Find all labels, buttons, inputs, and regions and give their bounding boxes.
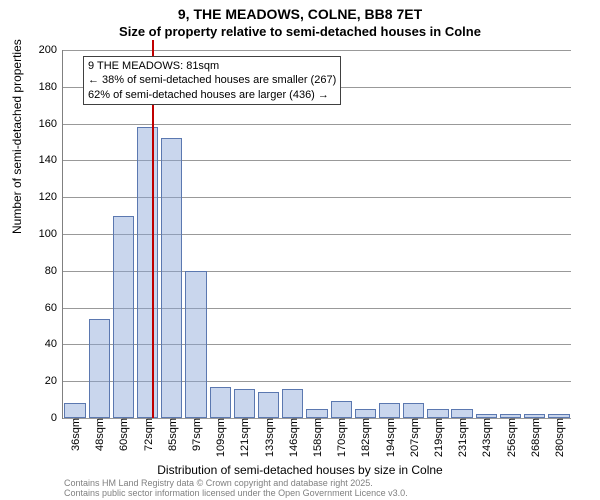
y-tick-label: 180	[39, 81, 63, 93]
x-tick-label: 85sqm	[165, 418, 179, 451]
y-tick-label: 80	[45, 265, 63, 277]
y-tick-label: 140	[39, 154, 63, 166]
x-tick-label: 231sqm	[455, 418, 469, 457]
bar	[403, 403, 424, 418]
gridline	[63, 50, 571, 51]
bar	[427, 409, 448, 418]
y-tick-label: 0	[51, 412, 63, 424]
chart-title-line1: 9, THE MEADOWS, COLNE, BB8 7ET	[0, 6, 600, 22]
x-tick-label: 72sqm	[141, 418, 155, 451]
x-tick-label: 121sqm	[237, 418, 251, 457]
y-tick-label: 100	[39, 228, 63, 240]
bar	[137, 127, 158, 418]
bar	[379, 403, 400, 418]
y-tick-label: 60	[45, 302, 63, 314]
x-axis-label: Distribution of semi-detached houses by …	[0, 463, 600, 477]
bar	[210, 387, 231, 418]
y-tick-label: 20	[45, 375, 63, 387]
bar	[306, 409, 327, 418]
x-tick-label: 97sqm	[189, 418, 203, 451]
x-tick-label: 182sqm	[358, 418, 372, 457]
chart-container: 9, THE MEADOWS, COLNE, BB8 7ET Size of p…	[0, 0, 600, 500]
x-tick-label: 133sqm	[262, 418, 276, 457]
bar	[451, 409, 472, 418]
x-tick-label: 36sqm	[68, 418, 82, 451]
bar	[89, 319, 110, 418]
x-tick-label: 243sqm	[479, 418, 493, 457]
x-tick-label: 219sqm	[431, 418, 445, 457]
annotation-line2: ← 38% of semi-detached houses are smalle…	[88, 73, 336, 87]
x-tick-label: 256sqm	[504, 418, 518, 457]
bar	[64, 403, 85, 418]
x-tick-label: 146sqm	[286, 418, 300, 457]
bar	[258, 392, 279, 418]
x-tick-label: 48sqm	[92, 418, 106, 451]
x-tick-label: 60sqm	[116, 418, 130, 451]
y-tick-label: 200	[39, 44, 63, 56]
y-tick-label: 160	[39, 118, 63, 130]
footer-line1: Contains HM Land Registry data © Crown c…	[64, 478, 408, 488]
annotation-line3: 62% of semi-detached houses are larger (…	[88, 88, 336, 102]
footer-line2: Contains public sector information licen…	[64, 488, 408, 498]
bar	[161, 138, 182, 418]
chart-title-line2: Size of property relative to semi-detach…	[0, 24, 600, 39]
x-tick-label: 170sqm	[334, 418, 348, 457]
annotation-box: 9 THE MEADOWS: 81sqm ← 38% of semi-detac…	[83, 56, 341, 105]
x-tick-label: 207sqm	[407, 418, 421, 457]
bar	[331, 401, 352, 418]
gridline	[63, 124, 571, 125]
bar	[355, 409, 376, 418]
chart-footer: Contains HM Land Registry data © Crown c…	[64, 478, 408, 499]
bar	[234, 389, 255, 418]
y-tick-label: 40	[45, 338, 63, 350]
annotation-line1: 9 THE MEADOWS: 81sqm	[88, 59, 336, 73]
y-axis-label: Number of semi-detached properties	[10, 39, 24, 234]
x-tick-label: 158sqm	[310, 418, 324, 457]
x-tick-label: 268sqm	[528, 418, 542, 457]
x-tick-label: 194sqm	[383, 418, 397, 457]
x-tick-label: 109sqm	[213, 418, 227, 457]
bar	[113, 216, 134, 418]
bar	[282, 389, 303, 418]
bar	[185, 271, 206, 418]
y-tick-label: 120	[39, 191, 63, 203]
x-tick-label: 280sqm	[552, 418, 566, 457]
plot-area: 02040608010012014016018020036sqm48sqm60s…	[62, 50, 571, 419]
